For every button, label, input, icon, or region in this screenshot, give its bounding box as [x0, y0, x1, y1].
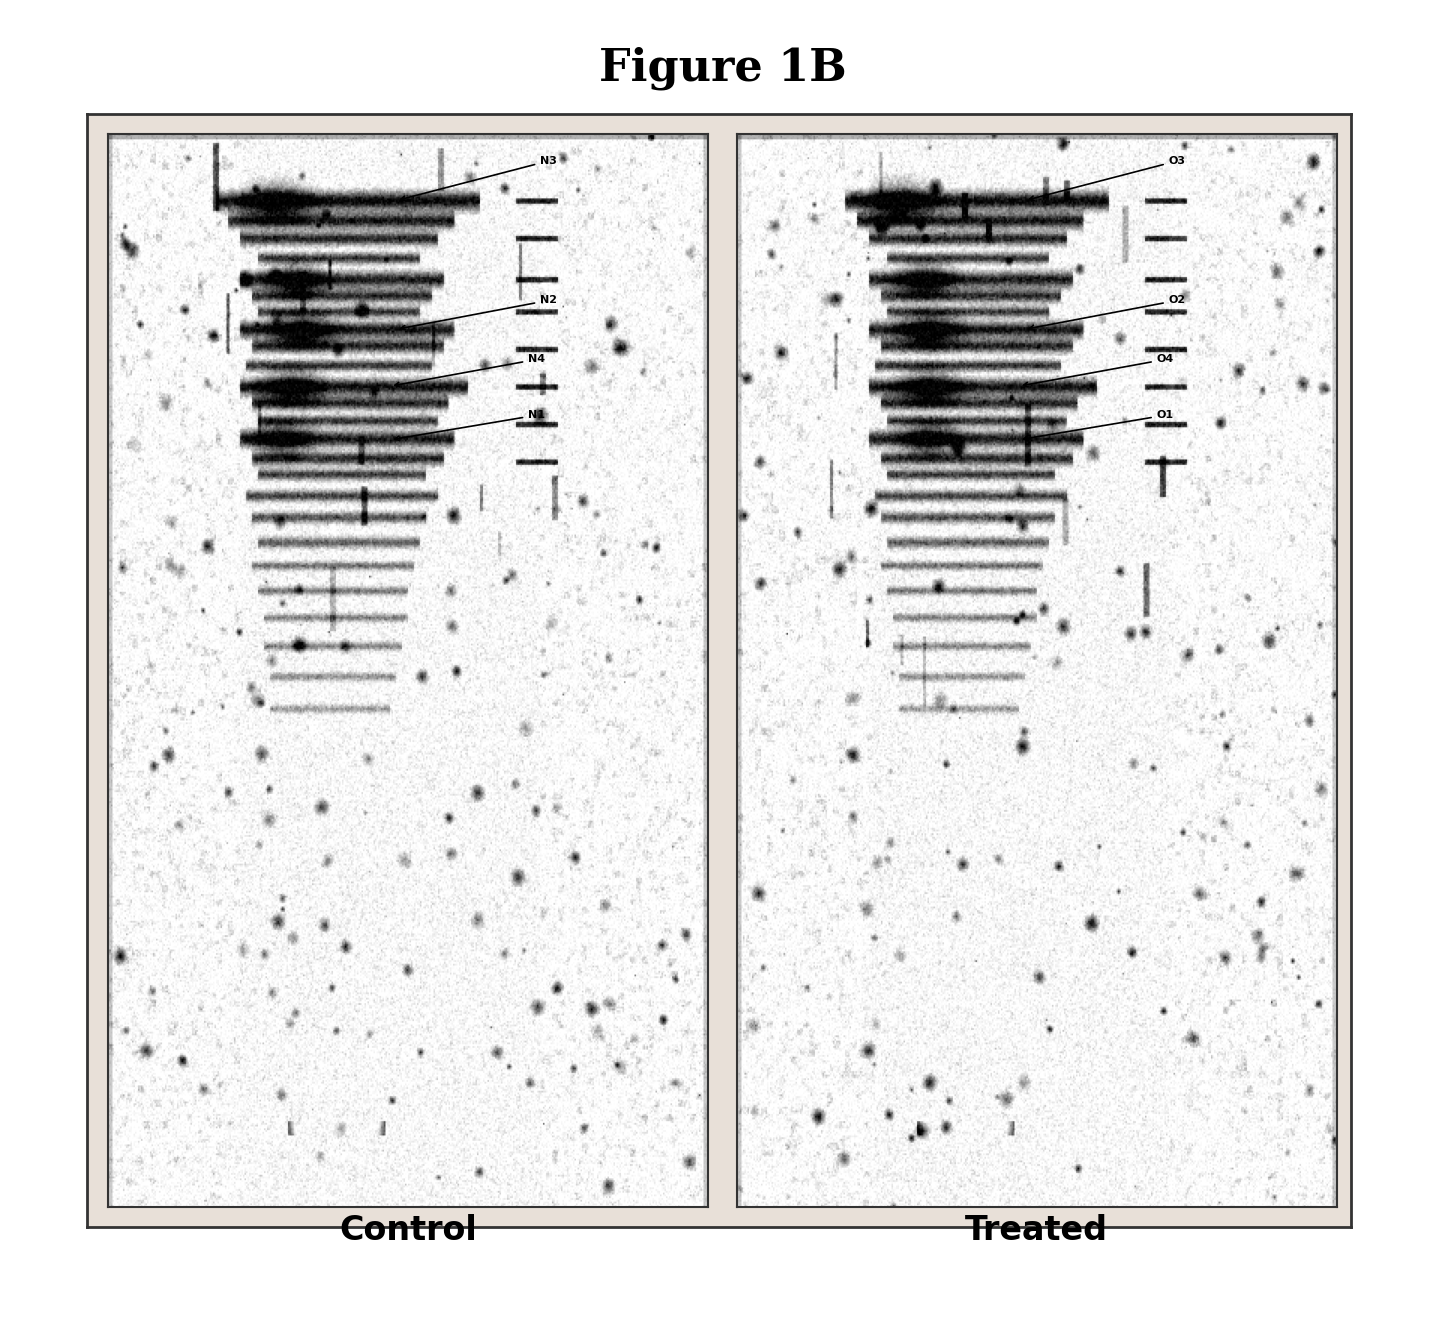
Text: N3: N3 [400, 156, 556, 200]
Text: Control: Control [340, 1214, 477, 1247]
Text: Treated: Treated [965, 1214, 1108, 1247]
Text: Figure 1B: Figure 1B [598, 47, 847, 90]
Text: O1: O1 [1023, 410, 1173, 441]
Text: O4: O4 [1023, 354, 1173, 386]
Text: N4: N4 [394, 354, 545, 386]
Text: O2: O2 [1029, 295, 1186, 330]
Text: O3: O3 [1029, 156, 1186, 200]
Text: N2: N2 [400, 295, 558, 330]
Text: N1: N1 [394, 410, 545, 441]
